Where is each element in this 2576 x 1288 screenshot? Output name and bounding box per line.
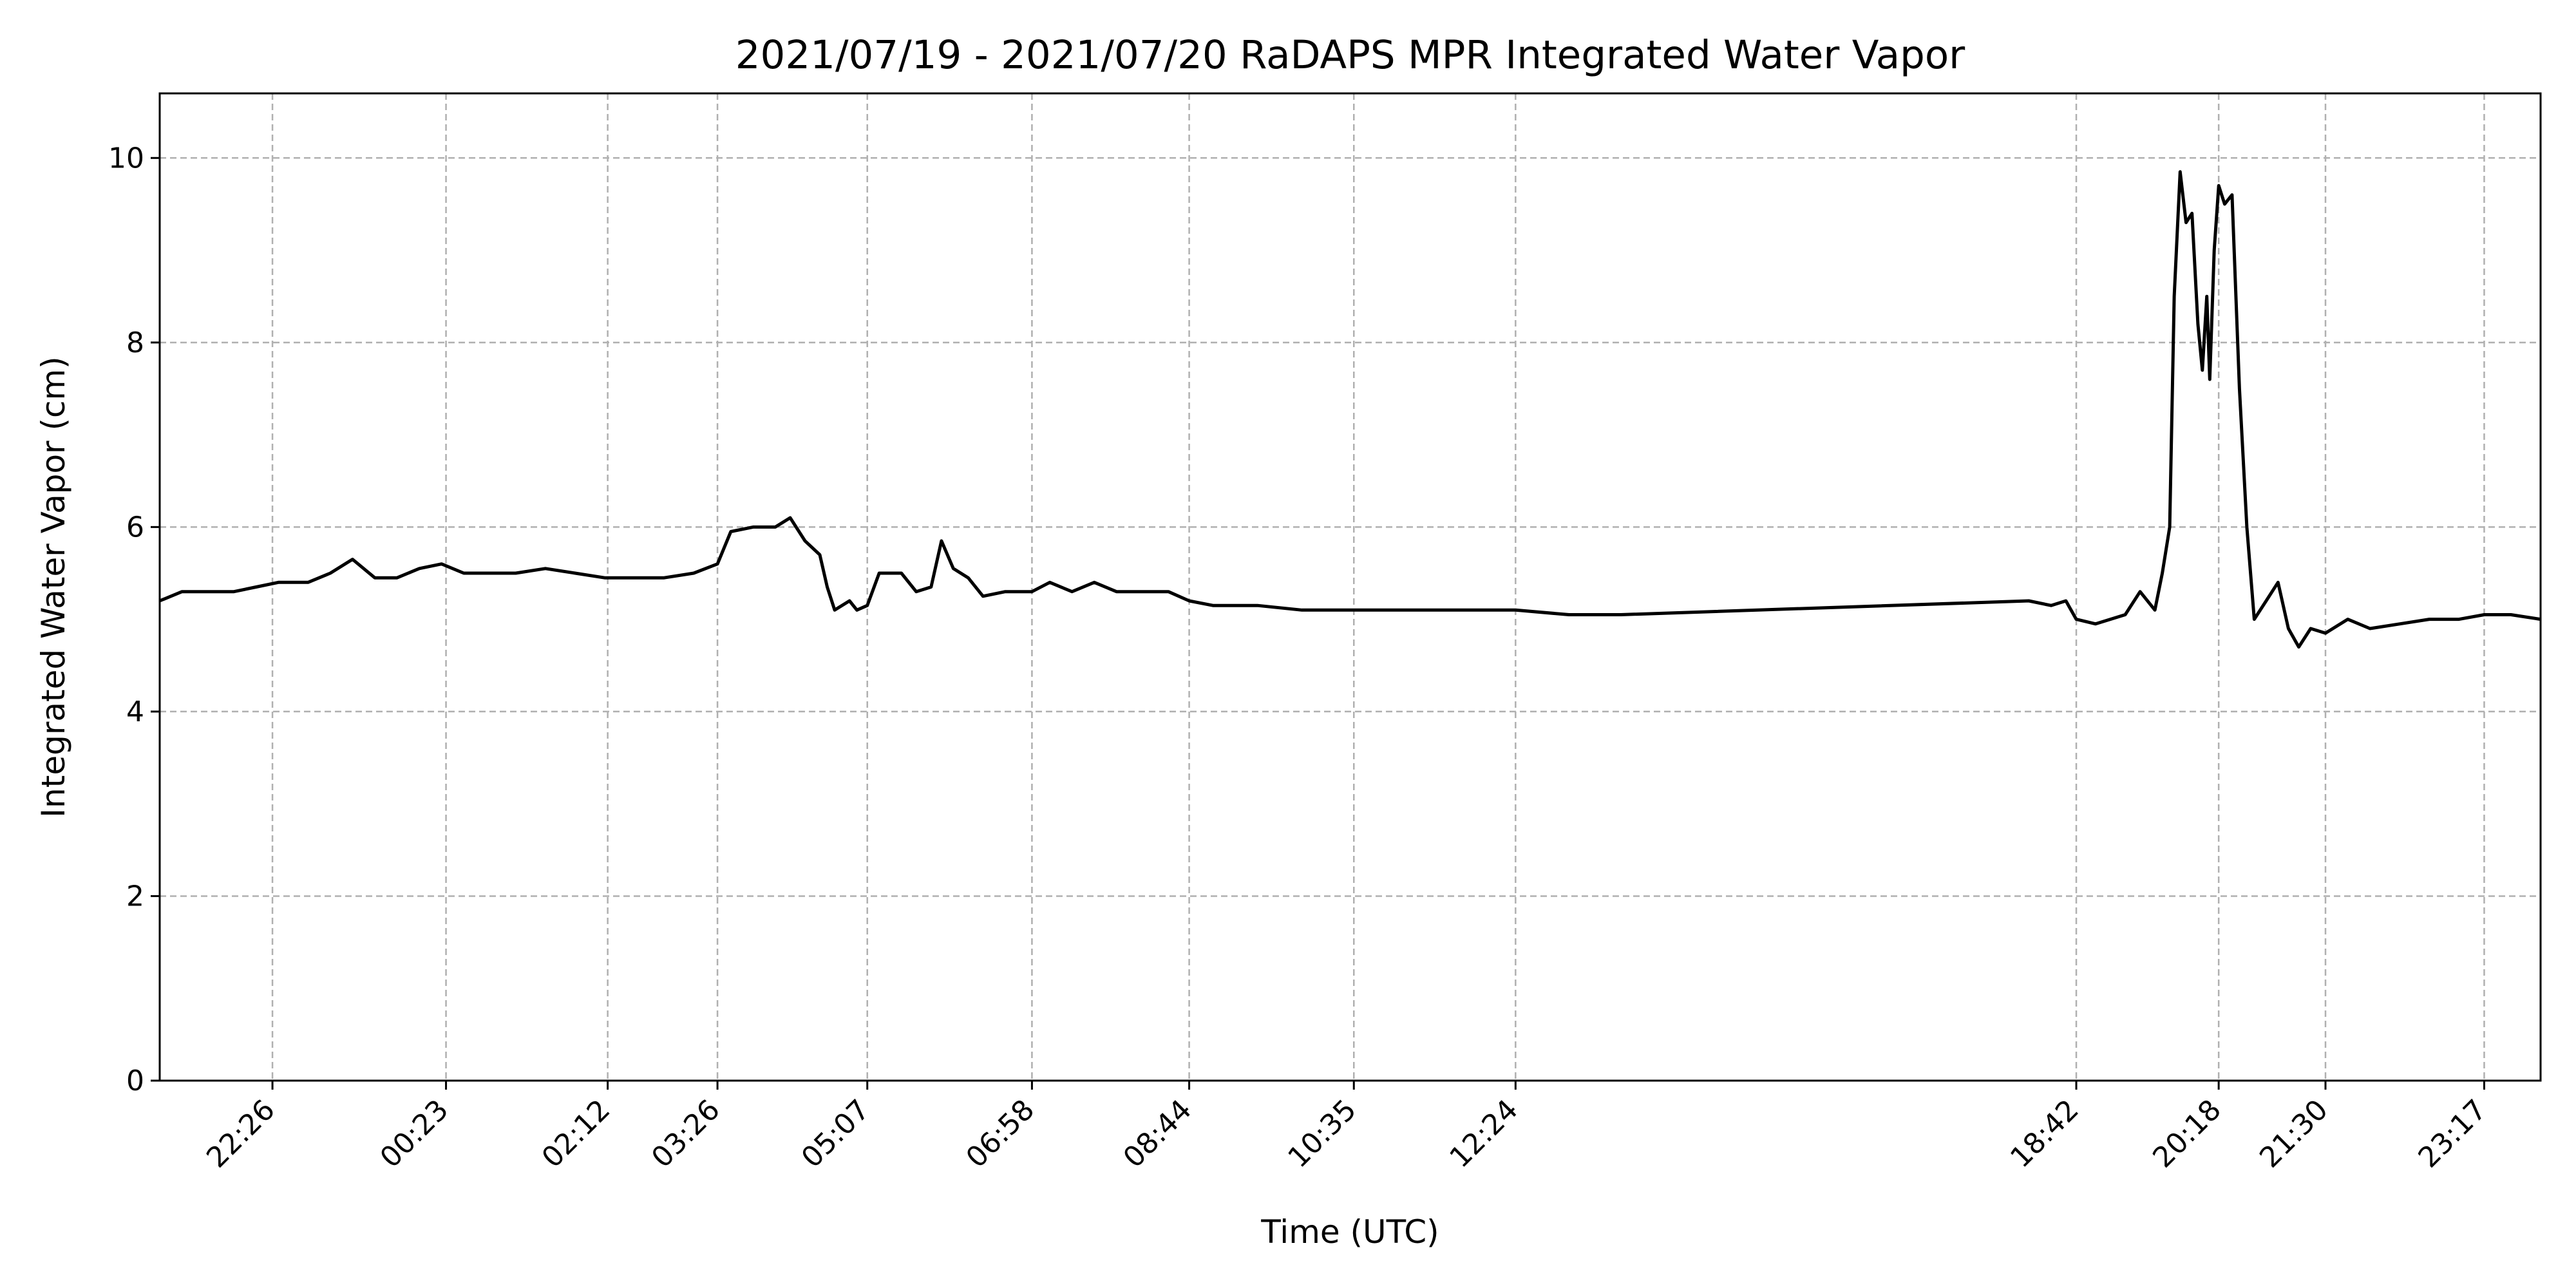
y-tick-label: 6 (126, 511, 144, 544)
series-line (159, 170, 2541, 649)
y-tick-label: 8 (126, 327, 144, 359)
y-tick-label: 4 (126, 696, 144, 728)
y-tick-label: 0 (126, 1065, 144, 1097)
chart-title: 2021/07/19 - 2021/07/20 RaDAPS MPR Integ… (735, 32, 1965, 78)
series-layer (159, 170, 2541, 649)
x-axis-label: Time (UTC) (1260, 1213, 1439, 1251)
y-axis-label: Integrated Water Vapor (cm) (35, 356, 72, 817)
y-tick-label: 10 (108, 142, 144, 175)
plot-frame (158, 92, 2542, 1082)
grid-layer (160, 93, 2541, 1081)
y-tick-label: 2 (126, 880, 144, 913)
